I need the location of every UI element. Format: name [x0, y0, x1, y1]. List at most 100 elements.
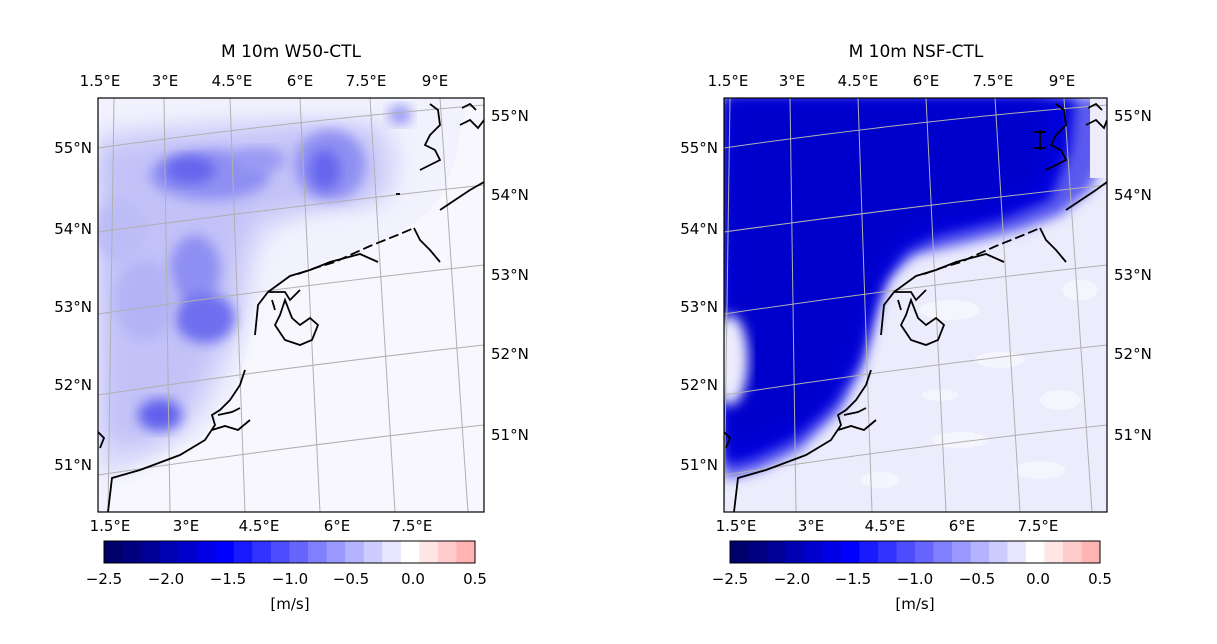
lat-label: 54°N [680, 220, 718, 238]
lat-label: 52°N [491, 345, 529, 363]
colorbar-cell [252, 541, 272, 563]
colorbar-cell [970, 541, 990, 563]
lat-label: 52°N [680, 376, 718, 394]
colorbar-cell [730, 541, 749, 563]
colorbar-unit: [m/s] [895, 595, 934, 613]
map-frame [97, 97, 485, 513]
colorbar-tick: 0.0 [401, 570, 425, 588]
colorbar-cell [767, 541, 786, 563]
colorbar-tick: 0.5 [1088, 570, 1112, 588]
colorbar-cell [841, 541, 860, 563]
colorbar-tick: −1.5 [835, 570, 871, 588]
lat-label: 51°N [680, 456, 718, 474]
lat-label: 55°N [680, 139, 718, 157]
colorbar-cell [878, 541, 897, 563]
colorbar-cell [915, 541, 934, 563]
colorbar-cell [989, 541, 1008, 563]
colorbar-cell [345, 541, 365, 563]
colorbar-cell [804, 541, 823, 563]
colorbar-tick: −0.5 [333, 570, 369, 588]
colorbar-cell [308, 541, 328, 563]
lon-label: 7.5°E [1018, 517, 1059, 535]
colorbar-cell [1063, 541, 1082, 563]
map-panel-nsf: M 10m NSF-CTL [680, 42, 1152, 613]
wind-deficit-field [724, 98, 1107, 488]
lat-label: 54°N [1114, 186, 1152, 204]
colorbar-cell [437, 541, 457, 563]
lon-label: 4.5°E [865, 517, 906, 535]
colorbar-cell [122, 541, 142, 563]
lon-label: 9°E [422, 72, 449, 90]
colorbar-cell [270, 541, 290, 563]
colorbar-tick: 0.0 [1026, 570, 1050, 588]
colorbar-tick: −0.5 [959, 570, 995, 588]
colorbar-cell [141, 541, 161, 563]
panel-title: M 10m W50-CTL [221, 42, 361, 62]
graticule [98, 98, 484, 512]
lon-label: 3°E [152, 72, 179, 90]
colorbar-cell [1081, 541, 1101, 563]
land-area [108, 98, 484, 512]
lat-label: 53°N [1114, 266, 1152, 284]
colorbar-cell [178, 541, 198, 563]
lon-label: 7.5°E [346, 72, 387, 90]
colorbar: −2.5 −2.0 −1.5 −1.0 −0.5 0.0 0.5 [m/s] [86, 540, 487, 613]
coastline [724, 102, 1107, 512]
lon-label: 6°E [913, 72, 940, 90]
lon-label: 6°E [287, 72, 314, 90]
colorbar-cell [822, 541, 842, 563]
lon-label: 7.5°E [973, 72, 1014, 90]
panel-title: M 10m NSF-CTL [849, 42, 984, 62]
colorbar-cell [215, 541, 235, 563]
colorbar-cell [933, 541, 953, 563]
colorbar: −2.5 −2.0 −1.5 −1.0 −0.5 0.0 0.5 [m/s] [712, 540, 1112, 613]
lon-label: 6°E [324, 517, 351, 535]
lat-label: 53°N [54, 298, 92, 316]
lon-label: 3°E [798, 517, 825, 535]
lat-label: 54°N [491, 186, 529, 204]
colorbar-tick: −1.5 [210, 570, 246, 588]
wind-deficit-field [98, 105, 412, 475]
lon-label: 9°E [1049, 72, 1076, 90]
lon-label: 4.5°E [239, 517, 280, 535]
lat-label: 55°N [491, 107, 529, 125]
colorbar-cell [104, 541, 124, 563]
map-frame [723, 97, 1108, 513]
lat-label: 52°N [54, 376, 92, 394]
lon-label: 1.5°E [90, 517, 131, 535]
lon-label: 4.5°E [212, 72, 253, 90]
colorbar-cell [233, 541, 253, 563]
lat-label: 53°N [491, 266, 529, 284]
colorbar-tick: 0.5 [463, 570, 487, 588]
lat-label: 55°N [1114, 107, 1152, 125]
lat-label: 52°N [1114, 345, 1152, 363]
colorbar-cell [196, 541, 216, 563]
lon-label: 6°E [949, 517, 976, 535]
colorbar-cell [456, 541, 476, 563]
colorbar-cell [363, 541, 383, 563]
colorbar-cell [159, 541, 179, 563]
coastline [98, 102, 484, 512]
colorbar-tick: −2.0 [148, 570, 184, 588]
colorbar-unit: [m/s] [270, 595, 309, 613]
lat-label: 53°N [680, 298, 718, 316]
colorbar-tick: −1.0 [897, 570, 933, 588]
lon-label: 1.5°E [80, 72, 121, 90]
colorbar-cell [419, 541, 439, 563]
colorbar-cell [326, 541, 346, 563]
map-panel-w50: M 10m W50-CTL [54, 42, 529, 613]
lon-label: 3°E [173, 517, 200, 535]
lon-label: 1.5°E [708, 72, 749, 90]
colorbar-cell [382, 541, 402, 563]
colorbar-cell [896, 541, 916, 563]
lon-label: 1.5°E [716, 517, 757, 535]
lon-label: 7.5°E [392, 517, 433, 535]
colorbar-cell [859, 541, 879, 563]
lon-label: 4.5°E [838, 72, 879, 90]
colorbar-cell [785, 541, 805, 563]
colorbar-tick: −1.0 [272, 570, 308, 588]
colorbar-cell [289, 541, 309, 563]
lon-label: 3°E [779, 72, 806, 90]
colorbar-tick: −2.5 [86, 570, 122, 588]
